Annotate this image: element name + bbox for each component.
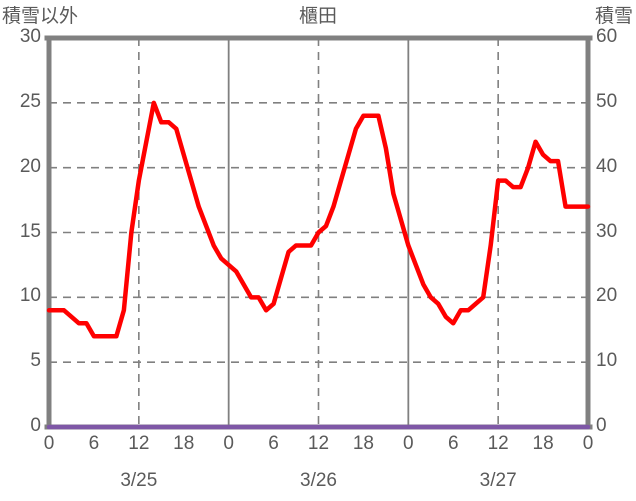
y-axis-left-tick-label: 0 [30, 415, 41, 436]
y-axis-left-tick-label: 10 [19, 285, 41, 307]
y-axis-left-tick-label: 25 [19, 90, 41, 112]
x-axis-tick-label: 0 [403, 433, 414, 454]
y-axis-right-tick-label: 30 [596, 220, 618, 242]
x-axis-tick-label: 6 [268, 433, 279, 454]
x-axis-day-label: 3/25 [120, 470, 158, 491]
x-axis-tick-label: 0 [582, 433, 594, 454]
x-axis-tick-label: 18 [173, 433, 195, 454]
y-axis-right-tick-label: 20 [596, 285, 618, 307]
x-axis-tick-label: 12 [487, 433, 509, 454]
y-axis-right-tick-label: 50 [596, 90, 618, 112]
series-line-non-snow [46, 100, 591, 339]
y-axis-left-tick-label: 20 [19, 155, 41, 177]
y-axis-left-tick-label: 5 [30, 350, 41, 372]
x-axis-tick-label: 12 [307, 433, 330, 454]
x-axis-tick-label: 18 [352, 433, 374, 454]
left-axis-title: 積雪以外 [2, 6, 79, 27]
x-axis-tick-label: 18 [532, 433, 554, 454]
x-axis-tick-label: 0 [43, 433, 55, 454]
y-axis-left-tick-label: 30 [19, 26, 41, 47]
y-axis-right-tick-label: 40 [596, 155, 618, 177]
y-axis-right-tick-label: 60 [596, 26, 618, 47]
x-axis-tick-label: 6 [88, 433, 100, 454]
x-axis-tick-label: 0 [223, 433, 234, 454]
x-axis-tick-label: 12 [128, 433, 150, 454]
y-axis-right-tick-label: 10 [596, 350, 618, 372]
y-axis-right-tick-label: 0 [596, 415, 607, 436]
x-axis-day-label: 3/27 [479, 470, 517, 491]
right-axis-title: 積雪 [594, 6, 633, 27]
y-axis-left-tick-label: 15 [19, 220, 41, 242]
x-axis-day-label: 3/26 [300, 470, 337, 491]
x-axis-tick-label: 6 [447, 433, 459, 454]
chart-title: 櫃田 [298, 6, 337, 27]
